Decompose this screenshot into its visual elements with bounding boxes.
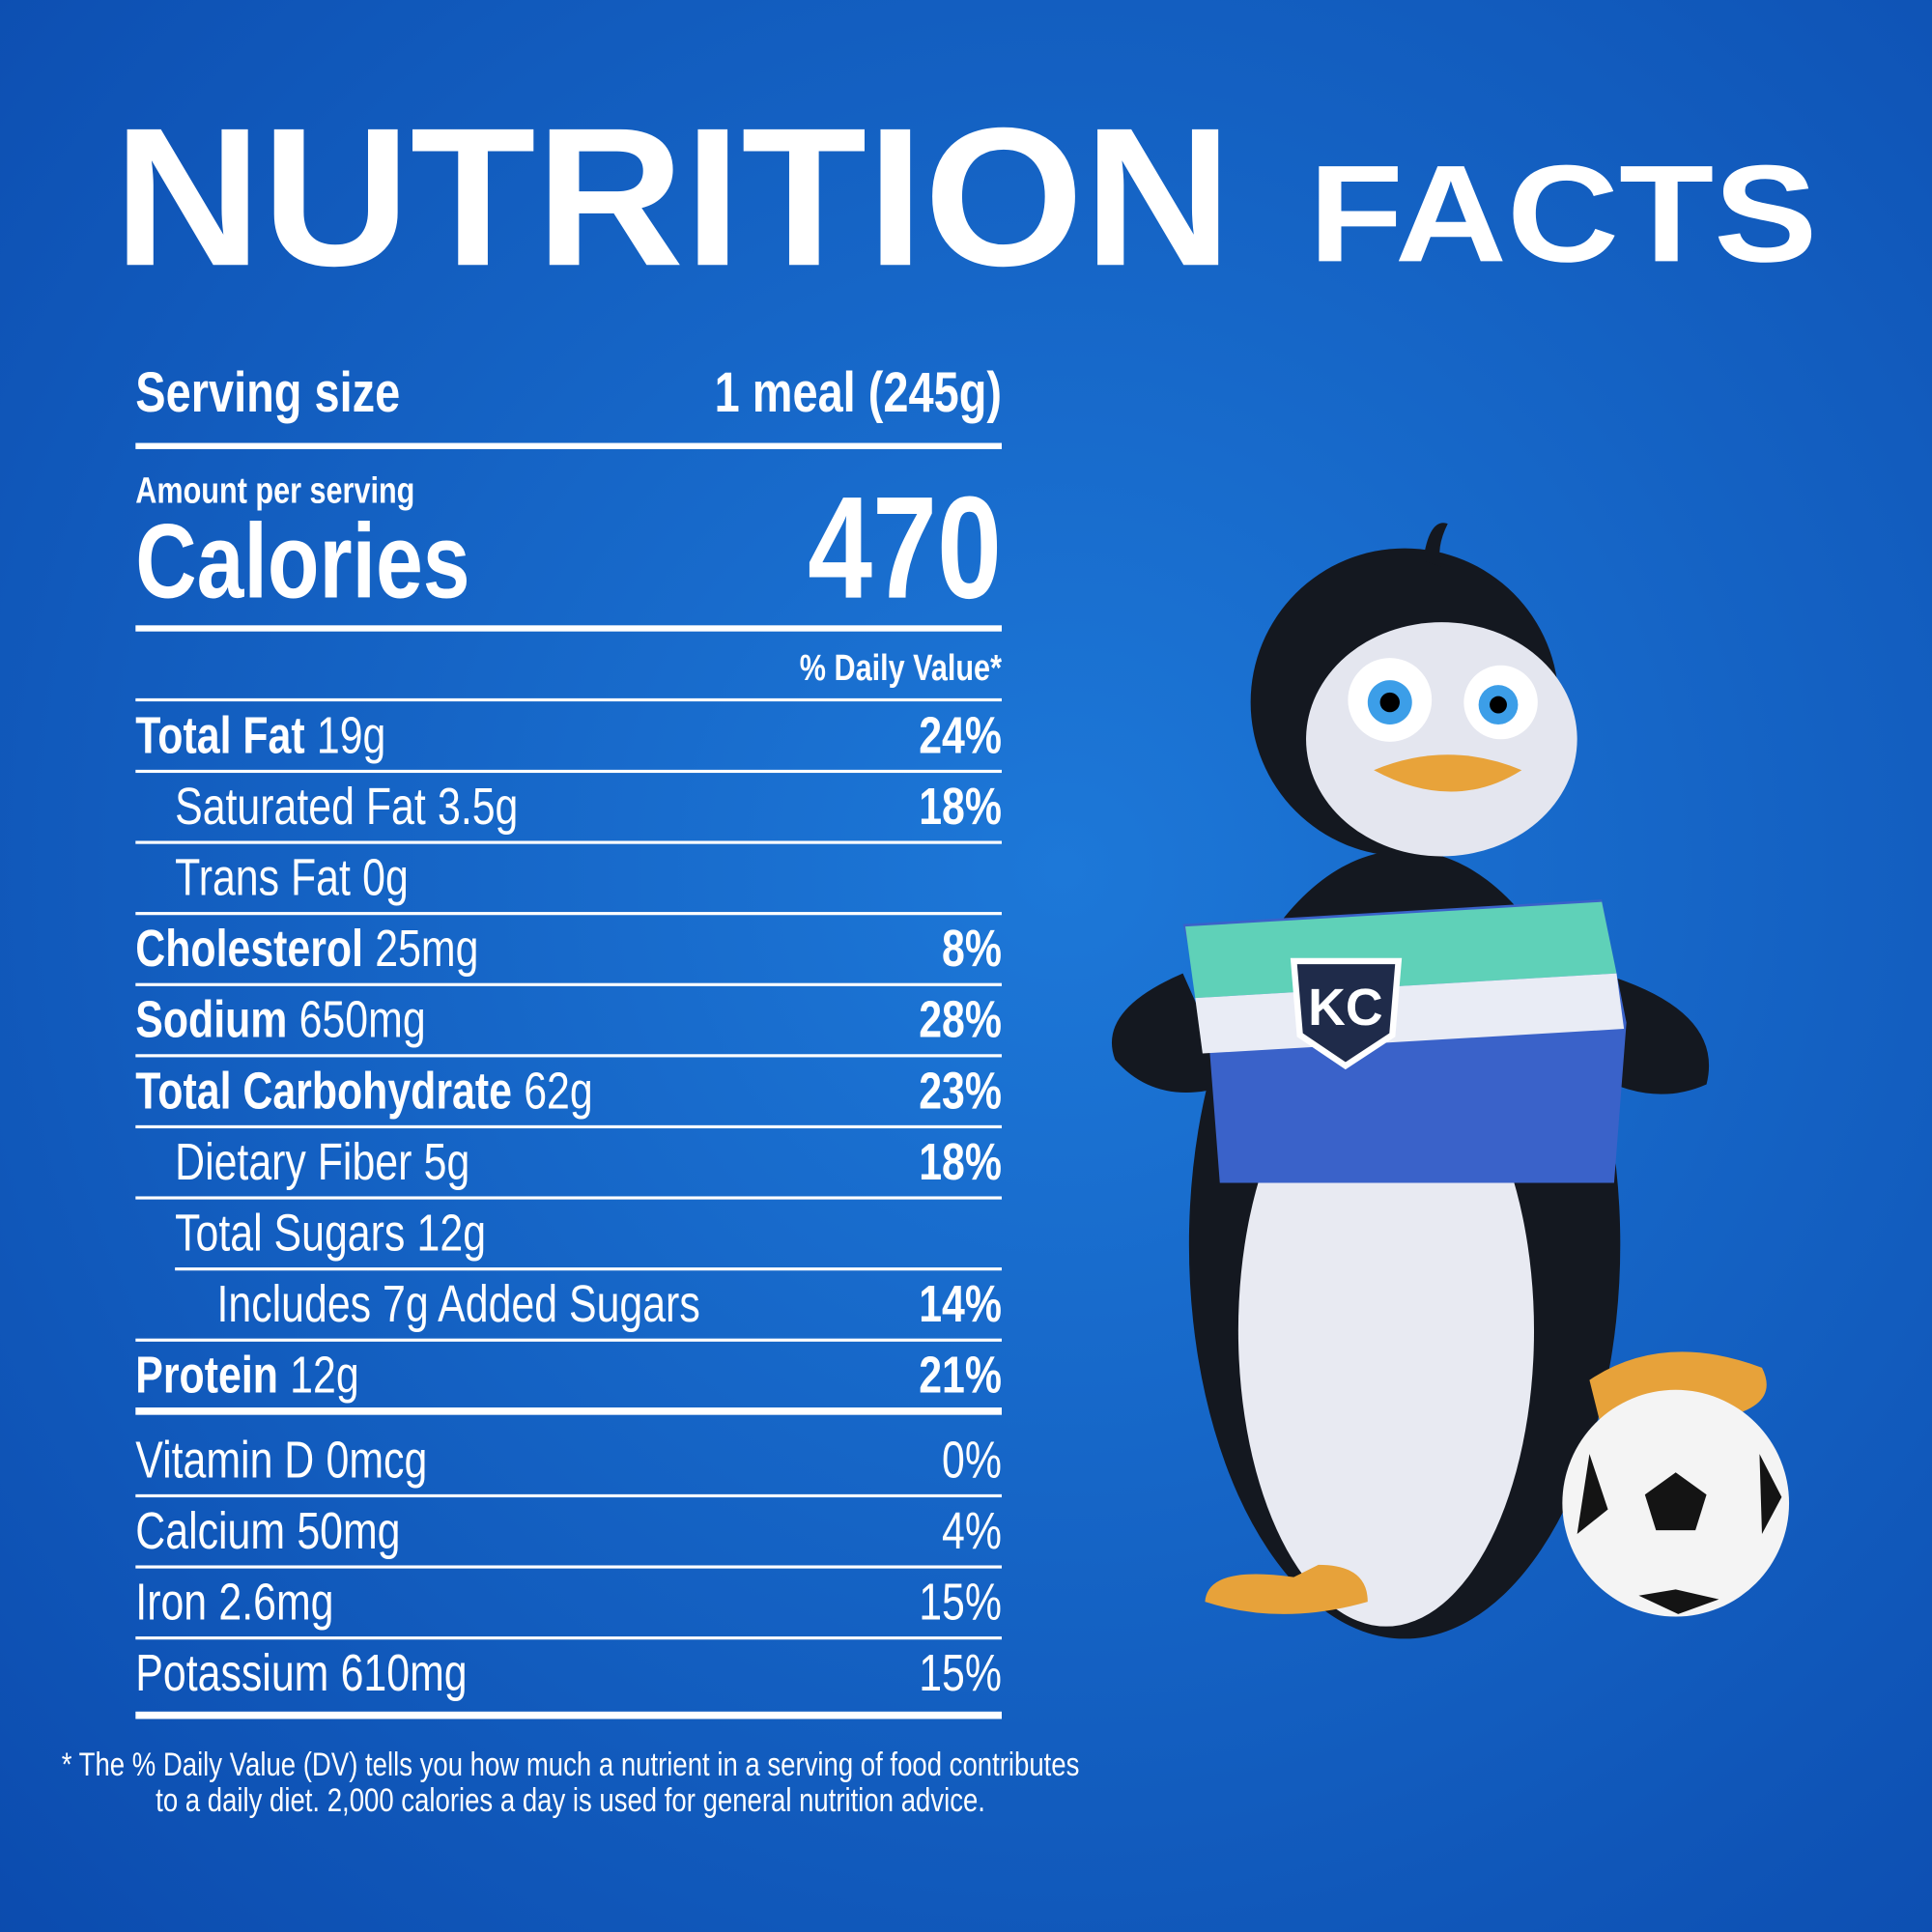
vitamin-dv: 4% <box>942 1502 1002 1560</box>
nutrient-name: Sodium <box>135 991 287 1049</box>
rule <box>135 982 1002 986</box>
nutrient-name: Protein <box>135 1347 278 1405</box>
rule <box>135 912 1002 916</box>
footnote-line: to a daily diet. 2,000 calories a day is… <box>156 1781 985 1819</box>
rule <box>135 1407 1002 1415</box>
vitamin-dv: 15% <box>919 1645 1002 1703</box>
nutrient-row: Protein 12g <box>135 1347 358 1405</box>
nutrient-row: Sodium 650mg <box>135 991 425 1049</box>
nutrient-amount: 650mg <box>299 991 426 1049</box>
rule <box>135 1054 1002 1058</box>
nutrient-row: Includes 7g Added Sugars <box>216 1276 699 1334</box>
vitamin-row: Calcium 50mg <box>135 1502 400 1560</box>
nutrient-amount: 5g <box>424 1133 470 1191</box>
rule <box>135 1565 1002 1569</box>
vitamin-row: Potassium 610mg <box>135 1645 467 1703</box>
rule <box>135 442 1002 449</box>
nutrient-amount: 19g <box>317 707 385 765</box>
rule <box>135 769 1002 774</box>
nutrient-dv: 18% <box>919 778 1002 836</box>
serving-size-label: Serving size <box>135 361 400 424</box>
nutrient-name: Includes 7g Added Sugars <box>216 1276 699 1334</box>
vitamin-amount: 610mg <box>341 1645 468 1703</box>
nutrient-amount: 12g <box>417 1205 486 1263</box>
nutrient-row: Total Fat 19g <box>135 707 385 765</box>
nutrient-dv: 8% <box>942 921 1002 979</box>
footnote-line: * The % Daily Value (DV) tells you how m… <box>62 1746 1080 1783</box>
rule <box>135 1711 1002 1719</box>
nutrient-amount: 62g <box>524 1063 592 1121</box>
shirt-logo: KC <box>1308 980 1382 1037</box>
nutrient-name: Cholesterol <box>135 921 363 979</box>
vitamin-dv: 15% <box>919 1574 1002 1632</box>
rule <box>135 697 1002 702</box>
nutrient-amount: 3.5g <box>438 778 518 836</box>
nutrient-name: Trans Fat <box>175 849 351 907</box>
rule <box>135 1196 1002 1200</box>
rule <box>175 1267 1002 1271</box>
vitamin-amount: 2.6mg <box>218 1574 333 1632</box>
nutrient-name: Dietary Fiber <box>175 1133 412 1191</box>
penguin-illustration: KC <box>1111 523 1790 1639</box>
nutrient-name: Total Carbohydrate <box>135 1063 512 1121</box>
daily-value-header: % Daily Value* <box>800 648 1003 689</box>
nutrient-row: Saturated Fat 3.5g <box>175 778 518 836</box>
vitamin-row: Iron 2.6mg <box>135 1574 333 1632</box>
nutrient-dv: 24% <box>919 707 1002 765</box>
rule <box>135 1636 1002 1640</box>
nutrient-row: Trans Fat 0g <box>175 849 409 907</box>
amount-per-serving: Amount per serving <box>135 470 414 511</box>
nutrient-name: Saturated Fat <box>175 778 426 836</box>
title-second: FACTS <box>1309 137 1818 291</box>
nutrient-amount: 0g <box>362 849 409 907</box>
rule <box>135 840 1002 844</box>
vitamin-name: Vitamin D <box>135 1432 314 1490</box>
nutrient-row: Cholesterol 25mg <box>135 921 478 979</box>
title-main: NUTRITION <box>113 87 1232 307</box>
calories-value: 470 <box>808 467 1002 629</box>
nutrient-row: Total Carbohydrate 62g <box>135 1063 592 1121</box>
nutrient-dv: 28% <box>919 991 1002 1049</box>
nutrient-amount: 25mg <box>375 921 478 979</box>
nutrient-dv: 18% <box>919 1133 1002 1191</box>
nutrient-dv: 14% <box>919 1276 1002 1334</box>
calories-label: Calories <box>135 502 469 621</box>
vitamin-amount: 50mg <box>297 1502 400 1560</box>
vitamin-name: Potassium <box>135 1645 328 1703</box>
nutrient-amount: 12g <box>290 1347 358 1405</box>
vitamin-amount: 0mcg <box>327 1432 428 1490</box>
serving-size-value: 1 meal (245g) <box>715 361 1002 424</box>
rule <box>135 1338 1002 1342</box>
vitamin-row: Vitamin D 0mcg <box>135 1432 427 1490</box>
nutrient-dv: 21% <box>919 1347 1002 1405</box>
nutrient-row: Dietary Fiber 5g <box>175 1133 469 1191</box>
nutrient-row: Total Sugars 12g <box>175 1205 486 1263</box>
vitamin-dv: 0% <box>942 1432 1002 1490</box>
nutrient-dv: 23% <box>919 1063 1002 1121</box>
rule <box>135 625 1002 632</box>
nutrient-name: Total Fat <box>135 707 304 765</box>
nutrient-name: Total Sugars <box>175 1205 405 1263</box>
rule <box>135 1493 1002 1498</box>
vitamin-name: Iron <box>135 1574 207 1632</box>
vitamin-name: Calcium <box>135 1502 285 1560</box>
rule <box>135 1124 1002 1129</box>
